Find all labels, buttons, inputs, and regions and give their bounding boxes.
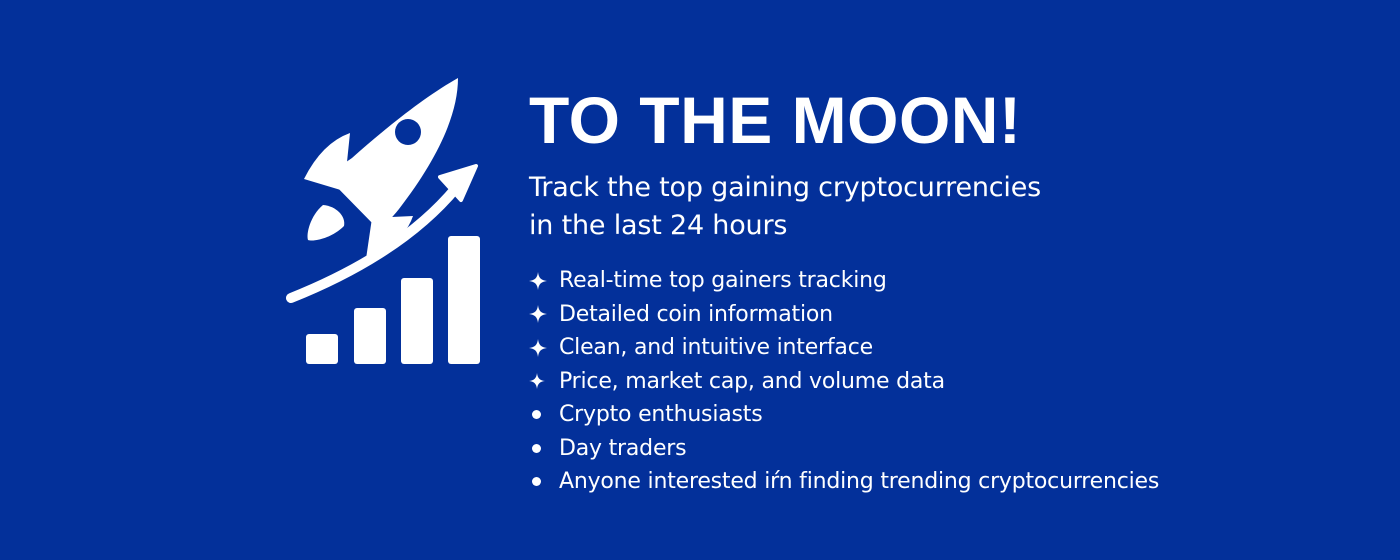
audience-text: Crypto enthusiasts — [559, 402, 763, 428]
sparkle-icon — [529, 271, 559, 290]
rocket-chart-illustration — [286, 78, 480, 364]
growth-arrow-icon — [286, 164, 478, 303]
bullet-dot-icon — [529, 410, 559, 420]
headline: TO THE MOON! — [529, 83, 1022, 157]
subtitle-line: Track the top gaining cryptocurrencies — [529, 172, 1041, 203]
subtitle: Track the top gaining cryptocurrencies i… — [529, 169, 1349, 245]
rocket-growth-chart-icon — [286, 76, 486, 368]
rocket-icon — [304, 78, 458, 259]
audience-item: Day traders — [529, 432, 1349, 466]
feature-text: Clean, and intuitive interface — [559, 335, 873, 361]
bullet-dot-icon — [529, 477, 559, 487]
bar-chart-icon — [306, 236, 480, 364]
feature-item: Detailed coin information — [529, 298, 1349, 332]
audience-item: Crypto enthusiasts — [529, 398, 1349, 432]
bullet-dot-icon — [529, 443, 559, 453]
feature-item: Real-time top gainers tracking — [529, 264, 1349, 298]
audience-text: Day traders — [559, 435, 687, 461]
feature-text: Price, market cap, and volume data — [559, 368, 945, 394]
subtitle-line: in the last 24 hours — [529, 210, 788, 241]
sparkle-icon — [529, 305, 559, 324]
banner-text: TO THE MOON! Track the top gaining crypt… — [529, 78, 1349, 499]
audience-item: Anyone interested iŕn finding trending c… — [529, 465, 1349, 499]
feature-text: Detailed coin information — [559, 301, 833, 327]
feature-item: Clean, and intuitive interface — [529, 331, 1349, 365]
feature-text: Real-time top gainers tracking — [559, 268, 887, 294]
feature-item: Price, market cap, and volume data — [529, 365, 1349, 399]
audience-text: Anyone interested iŕn finding trending c… — [559, 469, 1160, 495]
sparkle-icon — [529, 338, 559, 357]
feature-list: Real-time top gainers tracking Detailed … — [529, 264, 1349, 499]
sparkle-icon — [529, 373, 559, 390]
